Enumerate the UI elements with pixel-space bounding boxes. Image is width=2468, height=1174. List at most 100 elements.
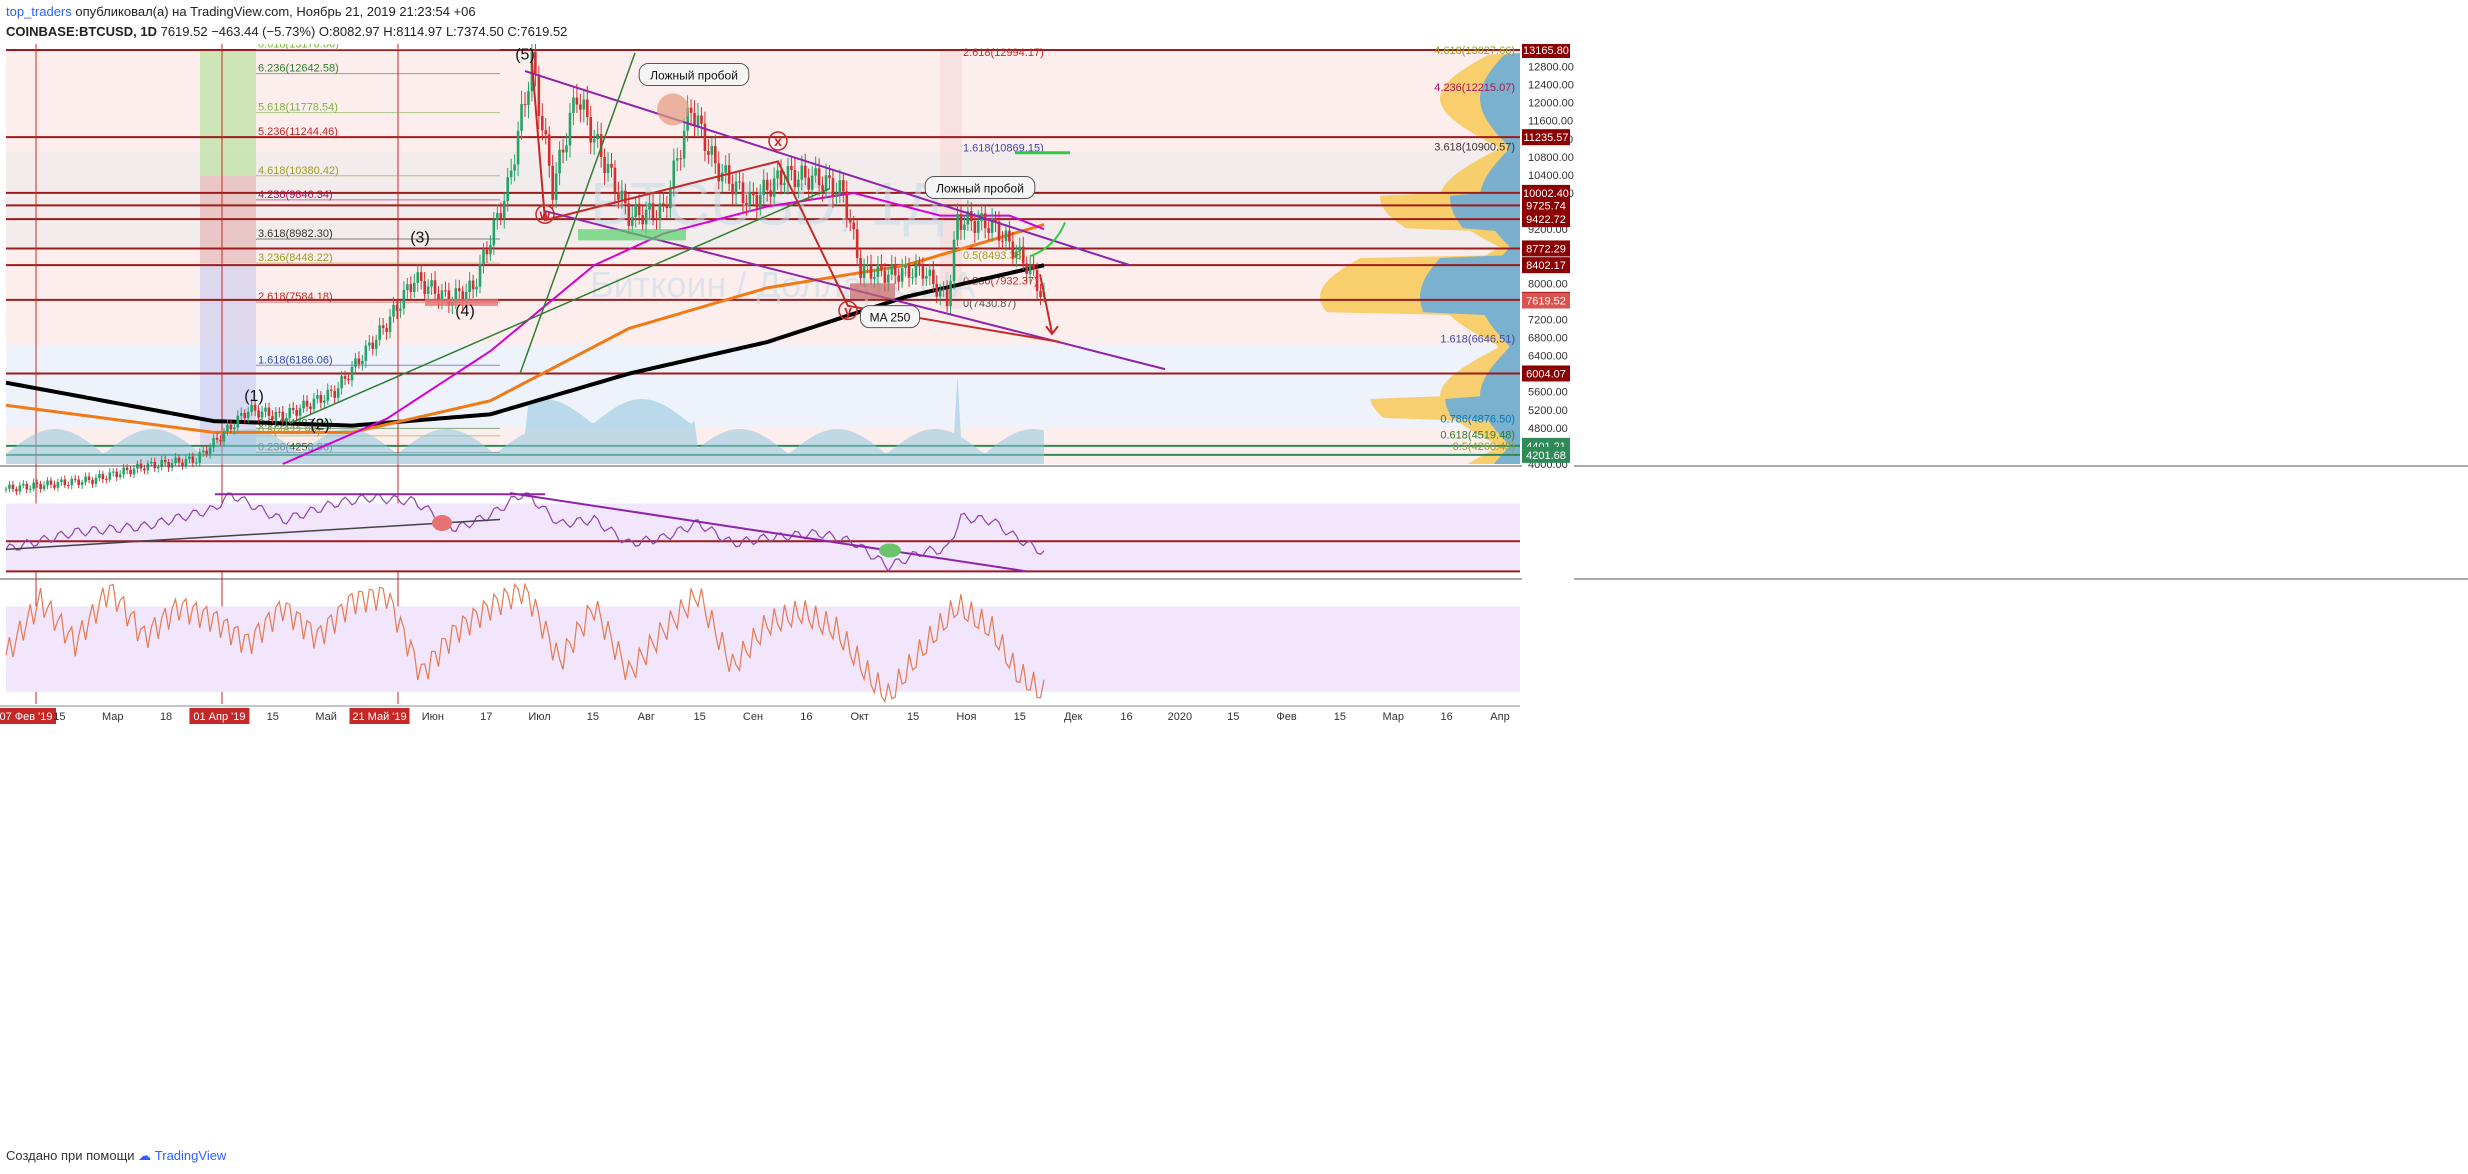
price-tick-label: 9200.00 (1528, 224, 1568, 236)
time-tick-label: 16 (1120, 711, 1132, 723)
date-tag (349, 708, 410, 724)
candle-body (364, 345, 368, 361)
chart-canvas[interactable]: 6.618(13176.66) 6.236(12642.58) 5.618(1177… (0, 44, 2468, 1144)
candle-body (416, 272, 420, 283)
down-arrow-icon (1039, 274, 1059, 336)
candle-body (354, 358, 357, 367)
candle-body (419, 272, 423, 282)
candle-body (890, 264, 894, 275)
candle-body (243, 413, 247, 419)
time-tick-label: 16 (800, 711, 812, 723)
price-tag-label: 9422.72 (1526, 214, 1566, 226)
candle-body (637, 203, 641, 216)
close-value: 7619.52 (520, 24, 568, 39)
candle-body (457, 288, 461, 292)
date-tag (0, 708, 56, 724)
candle-body (122, 467, 125, 475)
price-tag (1522, 365, 1570, 382)
created-with: Создано при помощи (6, 1148, 135, 1163)
candle-body (361, 360, 364, 365)
candle-body (250, 404, 253, 412)
fib-box-green (200, 50, 256, 176)
candle-body (1021, 246, 1025, 264)
candle-body (682, 130, 686, 159)
candle-body (49, 480, 53, 485)
candle-body (1018, 246, 1022, 252)
candle-body (869, 264, 873, 279)
price-tick-label: 6400.00 (1528, 351, 1568, 363)
trend-line-green-2 (289, 187, 831, 425)
fib-label: 4.618(10380.42) (258, 165, 339, 177)
wxy-circle (535, 204, 555, 224)
candle-body (772, 178, 776, 197)
candle-body (589, 117, 593, 143)
candle-body (534, 51, 537, 75)
chart-header: top_traders опубликовал(а) на TradingVie… (6, 2, 567, 42)
candle-body (973, 221, 977, 233)
price-tag (1522, 184, 1570, 201)
candle-body (762, 179, 766, 196)
time-tick-label: Мар (1383, 711, 1405, 723)
candle-body (921, 266, 925, 279)
rsi-mark-green (879, 543, 901, 558)
candle-body (575, 97, 579, 105)
candle-body (568, 112, 572, 146)
candle-body (454, 288, 458, 303)
candle-body (399, 308, 402, 311)
candle-body (665, 205, 669, 209)
candle-body (866, 264, 869, 266)
candle-body (606, 163, 610, 174)
price-tag-label: 7619.52 (1526, 296, 1566, 308)
candle-body (8, 484, 11, 489)
rsi-line (5, 492, 1045, 573)
fib-label-right: 4.618(13027.66) (1434, 45, 1515, 57)
candle-body (32, 482, 35, 489)
price-tick-label: 4800.00 (1528, 423, 1568, 435)
high-value: 8114.97 (396, 24, 443, 39)
candle-body (215, 437, 219, 440)
candle-body (928, 269, 932, 277)
candle-body (592, 139, 596, 143)
candle-body (357, 358, 361, 365)
price-tag-label: 8772.29 (1526, 243, 1566, 255)
candle-body (246, 411, 250, 419)
candle-body (662, 203, 665, 206)
candle-body (582, 99, 586, 110)
candle-body (710, 146, 714, 155)
price-tag (1522, 211, 1570, 228)
candle-body (693, 113, 696, 127)
candle-body (821, 185, 824, 191)
candle-body (1015, 251, 1018, 258)
candle-body (284, 417, 288, 422)
time-tick-label: 2020 (1168, 711, 1192, 723)
candle-body (945, 289, 949, 307)
candle-body (316, 395, 319, 399)
candle-body (703, 123, 707, 152)
publish-info: опубликовал(а) на TradingView.com, Ноябр… (75, 4, 476, 19)
annotation-ma250-bubble (859, 305, 921, 329)
wave-label: (2) (310, 417, 330, 434)
candle-body (547, 134, 551, 166)
candle-body (132, 468, 136, 475)
candle-body (295, 410, 298, 416)
candle-body (541, 115, 544, 131)
candle-body (852, 222, 855, 230)
candle-body (679, 158, 682, 160)
candle-body (146, 463, 150, 471)
candle-body (651, 203, 655, 219)
candle-body (520, 104, 523, 131)
candle-body (648, 203, 651, 210)
tradingview-logo-link[interactable]: ☁ TradingView (138, 1148, 227, 1163)
fib-label-right: 3.618(10900.57) (1434, 141, 1515, 153)
candle-body (911, 277, 914, 279)
author-link[interactable]: top_traders (6, 4, 72, 19)
fib-label-mid: 0.5(8493.38) (963, 250, 1025, 262)
candle-body (461, 291, 465, 302)
candle-body (87, 476, 91, 481)
candle-body (603, 156, 606, 174)
candle-body (907, 264, 911, 278)
candle-body (108, 472, 112, 480)
price-axis-bg (1522, 44, 1574, 732)
candle-body (426, 286, 430, 294)
candle-body (585, 99, 589, 118)
